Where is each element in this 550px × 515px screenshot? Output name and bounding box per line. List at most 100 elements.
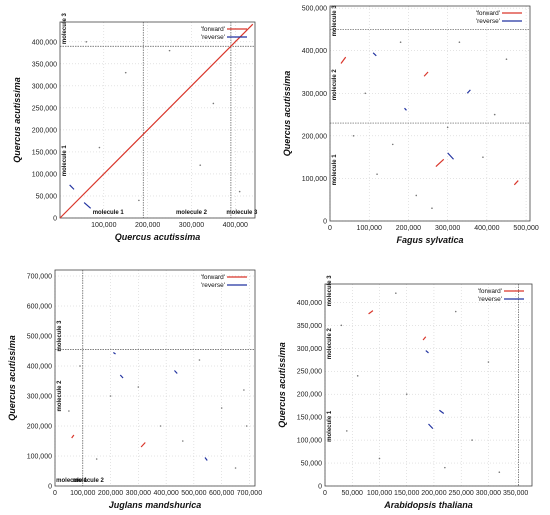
match-dot <box>212 102 215 105</box>
y-tick-label: 200,000 <box>302 133 327 140</box>
legend-reverse-label: 'reverse' <box>201 282 225 289</box>
reverse-match-segment <box>83 202 92 209</box>
y-tick-label: 0 <box>323 219 327 226</box>
forward-match-segment <box>71 434 75 439</box>
plot-frame <box>59 21 256 219</box>
y-axis-title: Quercus acutissima <box>12 77 22 163</box>
match-dot <box>220 407 223 409</box>
match-dot <box>454 310 457 313</box>
plot-frame <box>329 5 531 222</box>
y-tick-label: 350,000 <box>32 61 57 68</box>
y-tick-label: 150,000 <box>297 415 322 422</box>
reverse-match-segment <box>439 409 445 414</box>
y-tick-label: 600,000 <box>27 304 52 311</box>
reverse-match-segment <box>428 423 434 430</box>
x-tick-label: 600,000 <box>209 490 234 497</box>
x-axis-title: Quercus acutissima <box>115 232 201 242</box>
match-dot <box>95 458 98 460</box>
y-molecule-label: molecule 1 <box>62 145 68 177</box>
x-tick-label: 400,000 <box>153 490 178 497</box>
x-tick-label: 0 <box>323 490 327 497</box>
match-dot <box>431 207 433 210</box>
match-dot <box>482 156 484 158</box>
match-dot <box>238 190 241 193</box>
match-dot <box>98 146 101 149</box>
y-axis-title: Quercus acutissima <box>277 342 287 428</box>
match-dot <box>198 359 201 361</box>
x-tick-label: 300,000 <box>179 222 204 229</box>
y-axis-title: Quercus acutissima <box>7 335 17 421</box>
x-tick-label: 0 <box>53 490 57 497</box>
y-tick-label: 300,000 <box>27 394 52 401</box>
match-dot <box>446 126 449 129</box>
match-dot <box>345 430 348 432</box>
y-molecule-label: molecule 2 <box>327 328 333 360</box>
y-molecule-label: molecule 3 <box>332 5 338 37</box>
x-tick-label: 100,000 <box>70 490 95 497</box>
match-dot <box>159 425 162 427</box>
reverse-match-segment <box>404 107 407 111</box>
y-axis-title: Quercus acutissima <box>282 71 292 157</box>
legend-forward-label: 'forward' <box>478 288 502 295</box>
match-dot <box>109 395 112 397</box>
match-dot <box>405 393 408 395</box>
plot-frame <box>54 269 256 487</box>
dotplot-panel-1: 100,000 200,000 300,000 400,000 0 50,000 100,0… <box>12 12 258 242</box>
forward-match-segment <box>513 180 519 186</box>
forward-match-segment <box>368 310 374 315</box>
y-tick-label: 100,000 <box>27 454 52 461</box>
y-molecule-label: molecule 1 <box>332 154 338 186</box>
legend-reverse-label: 'reverse' <box>478 296 502 303</box>
y-tick-label: 50,000 <box>36 193 58 200</box>
match-dot <box>487 361 490 363</box>
forward-match-segment <box>422 336 427 341</box>
reverse-match-segment <box>112 352 116 355</box>
reverse-match-segment <box>372 52 377 57</box>
match-dot <box>124 71 127 74</box>
x-tick-label: 350,000 <box>503 490 528 497</box>
x-molecule-label: molecule 1 <box>56 478 88 484</box>
match-dot <box>356 375 359 377</box>
match-dot <box>471 439 473 441</box>
plot-frame <box>324 283 533 487</box>
match-dot <box>168 49 171 52</box>
x-axis-title: Fagus sylvatica <box>396 235 463 245</box>
legend-forward-label: 'forward' <box>476 10 500 17</box>
x-tick-label: 100,000 <box>91 222 116 229</box>
x-tick-label: 400,000 <box>223 222 248 229</box>
y-molecule-label: molecule 1 <box>327 410 333 442</box>
x-tick-label: 150,000 <box>394 490 419 497</box>
match-dot <box>395 292 397 294</box>
x-tick-label: 300,000 <box>476 490 501 497</box>
x-tick-label: 200,000 <box>98 490 123 497</box>
y-tick-label: 100,000 <box>297 438 322 445</box>
legend-reverse-label: 'reverse' <box>201 34 225 41</box>
reverse-match-segment <box>466 89 471 94</box>
match-dot <box>364 92 367 95</box>
match-dot <box>243 389 245 391</box>
x-molecule-label: molecule 1 <box>93 210 125 216</box>
x-tick-label: 200,000 <box>396 225 421 232</box>
match-dot <box>444 466 446 469</box>
forward-match-segment <box>340 56 347 64</box>
forward-match-segment <box>140 442 146 448</box>
y-tick-label: 350,000 <box>297 323 322 330</box>
y-tick-label: 200,000 <box>32 127 57 134</box>
reverse-match-segment <box>447 152 454 160</box>
y-tick-label: 300,000 <box>32 83 57 90</box>
x-tick-label: 500,000 <box>181 490 206 497</box>
y-tick-label: 100,000 <box>32 171 57 178</box>
y-tick-label: 0 <box>53 216 57 223</box>
reverse-match-segment <box>69 184 75 190</box>
x-tick-label: 100,000 <box>357 225 382 232</box>
match-dot <box>391 143 394 146</box>
x-tick-label: 100,000 <box>367 490 392 497</box>
match-dot <box>505 58 508 61</box>
y-tick-label: 700,000 <box>27 274 52 281</box>
match-dot <box>79 365 81 367</box>
y-molecule-label: molecule 3 <box>57 320 63 352</box>
x-tick-label: 300,000 <box>126 490 151 497</box>
y-tick-label: 400,000 <box>27 364 52 371</box>
match-dot <box>85 41 88 43</box>
